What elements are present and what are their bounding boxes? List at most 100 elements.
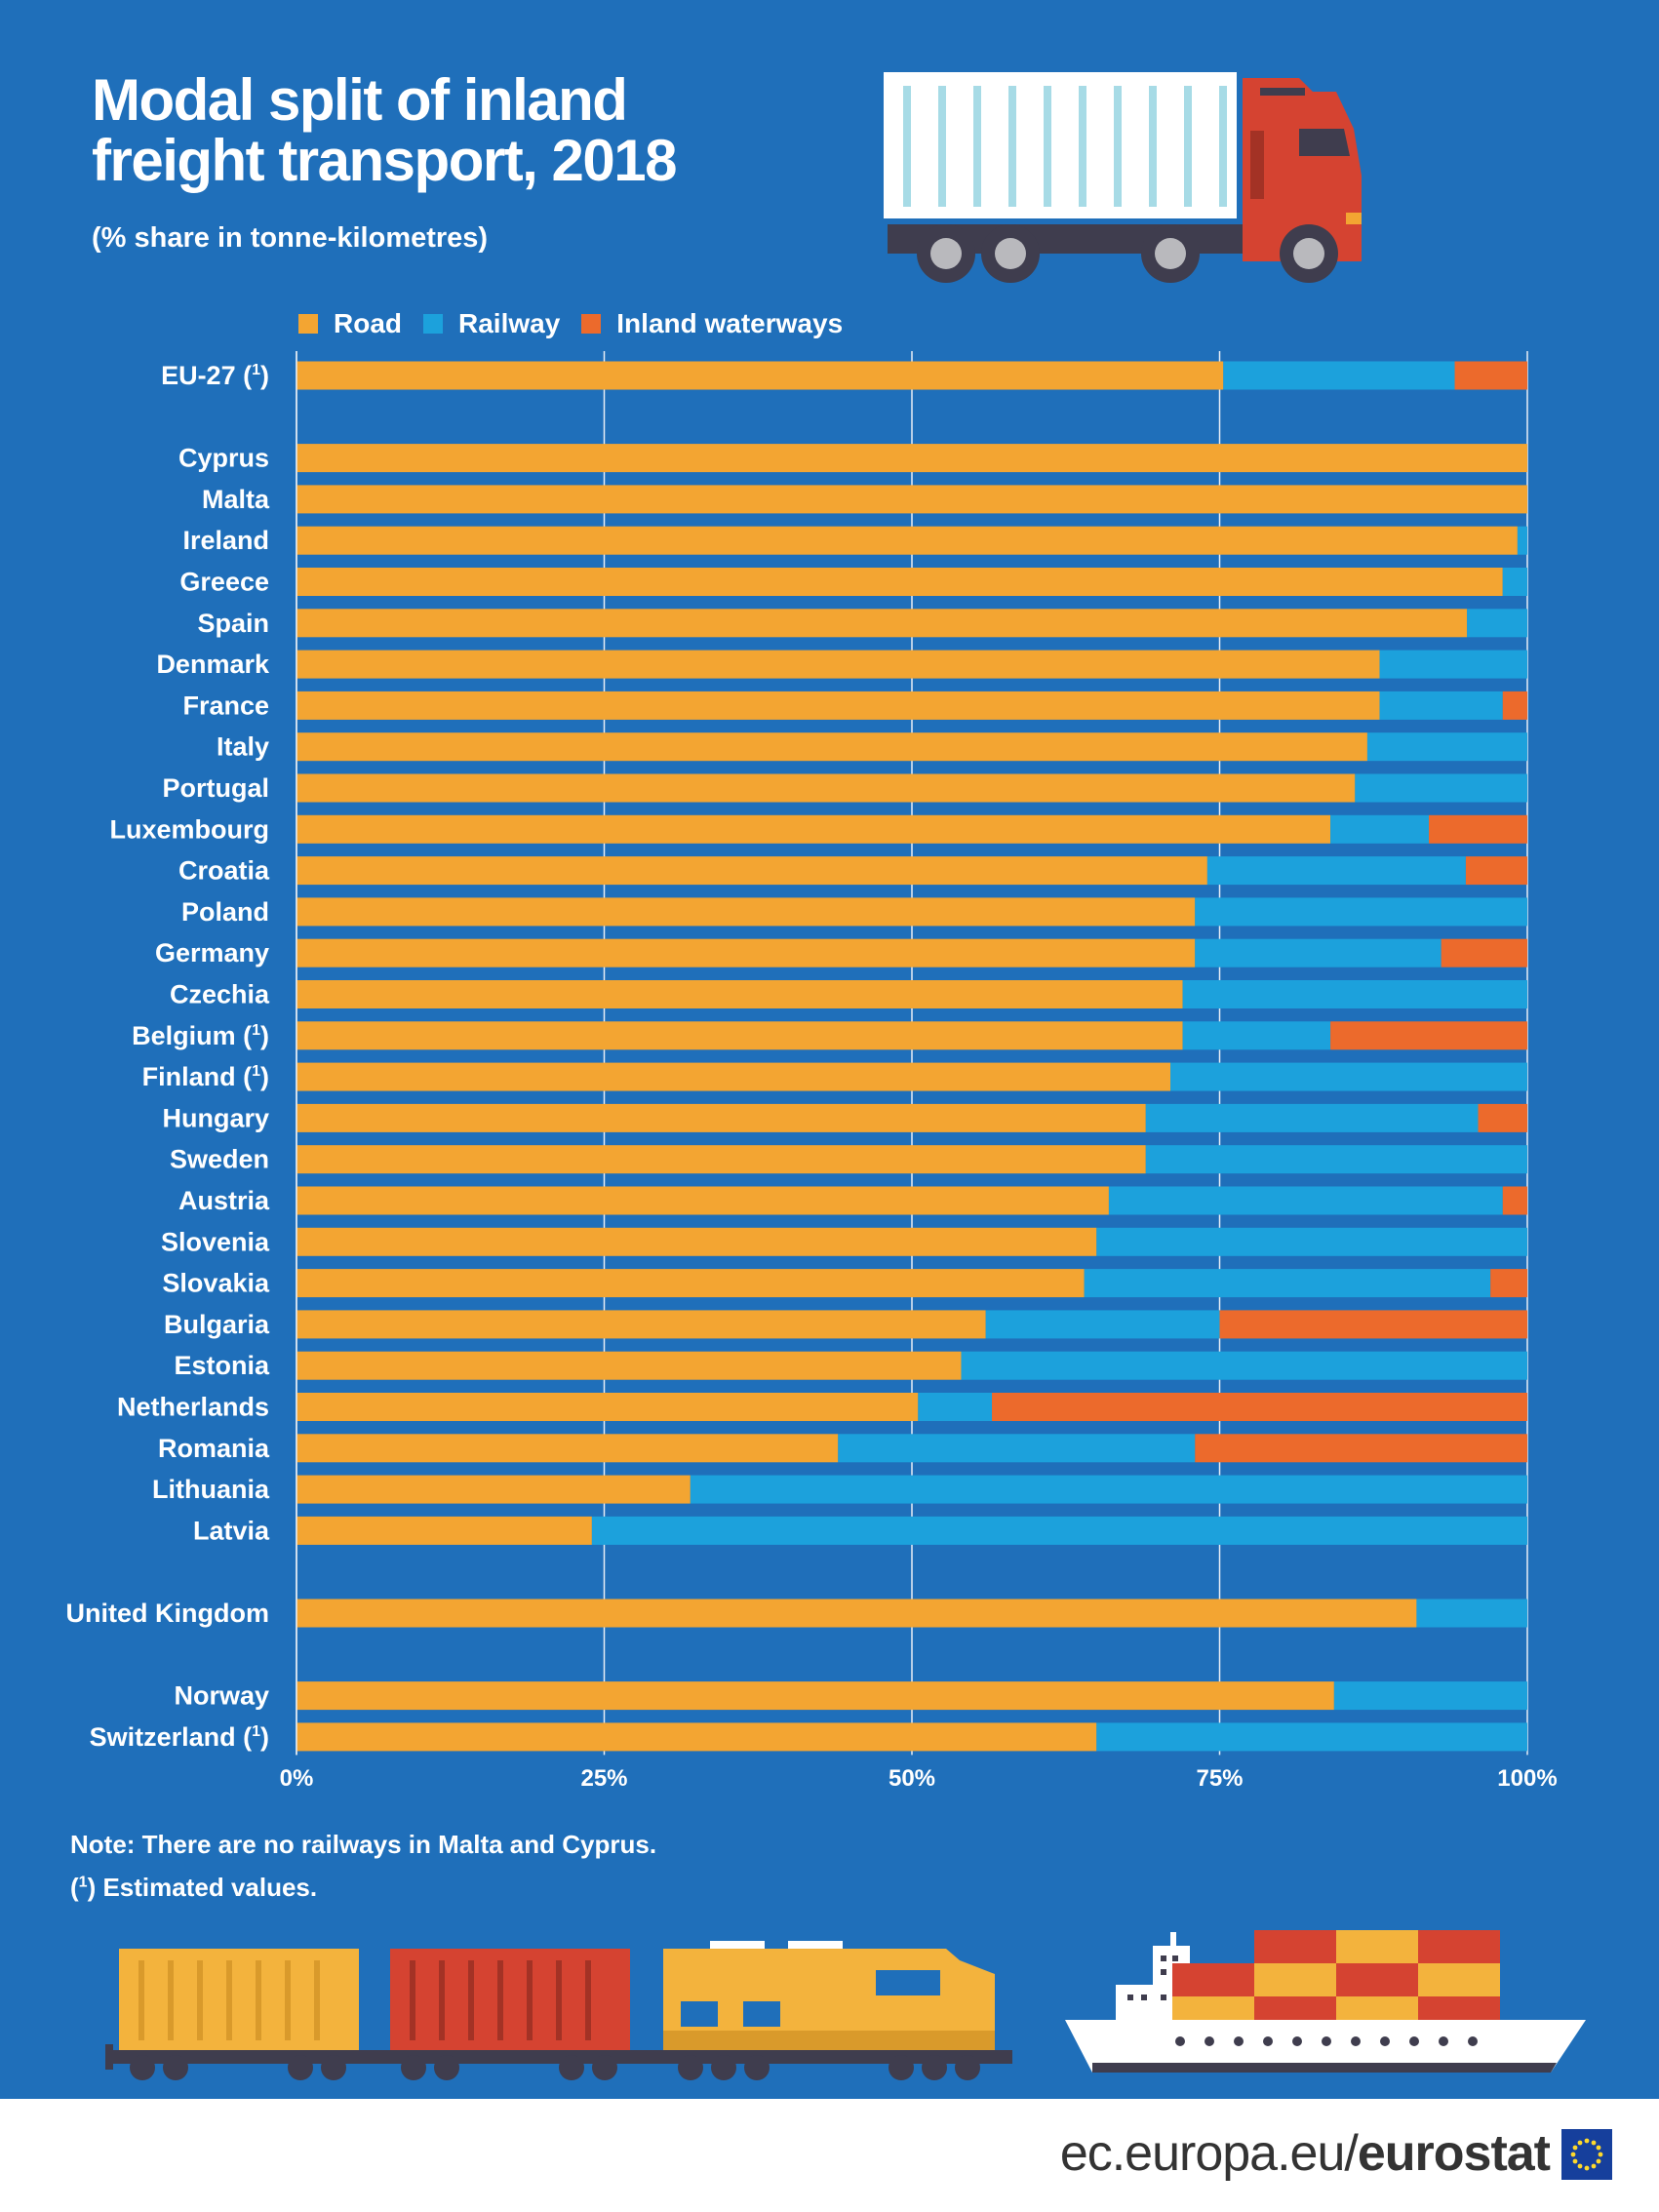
bar-waterways — [1502, 691, 1527, 720]
train-icon — [105, 1941, 1012, 2080]
bar-road — [296, 1681, 1334, 1711]
bar-waterways — [1454, 361, 1527, 390]
bar-road — [296, 1145, 1146, 1174]
category-label: Switzerland (1) — [90, 1722, 269, 1752]
legend-road-label: Road — [334, 308, 402, 338]
bar-waterways — [1502, 1186, 1527, 1215]
bar-road — [296, 361, 1224, 390]
bar-railway — [985, 1310, 1220, 1339]
bar-road — [296, 691, 1380, 720]
legend-railway-swatch — [423, 314, 443, 334]
x-tick-label: 100% — [1497, 1765, 1557, 1792]
bar-railway — [1502, 568, 1527, 596]
modal-split-bar-chart: 0% 25% 50% 75% 100% EU-27 (1) Cyprus Malta Irela… — [66, 351, 1558, 1792]
bar-waterways — [1219, 1310, 1527, 1339]
bar-road — [296, 856, 1207, 886]
x-tick-label: 0% — [280, 1765, 314, 1792]
category-label: EU-27 (1) — [161, 361, 269, 390]
bar-railway — [1333, 1681, 1527, 1711]
bar-waterways — [992, 1393, 1527, 1421]
note-estimated-text: ) Estimated values. — [87, 1873, 318, 1902]
bar-railway — [1145, 1145, 1527, 1174]
bar-railway — [1206, 856, 1466, 886]
category-label: Luxembourg — [109, 814, 269, 844]
ship-icon — [1065, 1930, 1586, 2073]
bar-road — [296, 897, 1196, 927]
legend-road: Road — [298, 308, 402, 339]
note-estimated-marker: 1 — [78, 1874, 88, 1891]
legend-waterways-swatch — [581, 314, 602, 334]
bar-railway — [690, 1475, 1527, 1504]
bar-road — [296, 485, 1527, 514]
bar-road — [296, 1186, 1109, 1215]
legend-waterways-label: Inland waterways — [616, 308, 844, 338]
chart-title: Modal split of inland freight transport,… — [92, 70, 678, 193]
category-label: Sweden — [170, 1145, 269, 1174]
category-label: Netherlands — [117, 1393, 269, 1422]
bar-road — [296, 938, 1196, 968]
bar-railway — [1195, 897, 1527, 927]
category-label: Lithuania — [152, 1475, 270, 1504]
bar-railway — [1145, 1103, 1479, 1132]
bar-railway — [1467, 609, 1527, 638]
eurostat-brand-link[interactable]: ec.europa.eu/eurostat — [1059, 2124, 1551, 2183]
bar-road — [296, 609, 1468, 638]
bar-railway — [838, 1434, 1196, 1463]
bar-road — [296, 1310, 986, 1339]
category-label: Slovenia — [161, 1227, 270, 1256]
bar-railway — [918, 1393, 993, 1421]
bar-road — [296, 1434, 839, 1463]
bar-road — [296, 444, 1527, 473]
category-label: France — [182, 691, 269, 720]
truck-icon — [884, 72, 1362, 283]
category-label: Latvia — [193, 1516, 270, 1545]
category-label: Portugal — [162, 773, 269, 803]
bar-railway — [1517, 526, 1527, 555]
category-label: Romania — [158, 1434, 270, 1463]
category-label: Norway — [174, 1681, 269, 1711]
title-line-2: freight transport, 2018 — [92, 128, 678, 193]
bar-road — [296, 1722, 1097, 1752]
category-label: Finland (1) — [142, 1062, 269, 1091]
bar-railway — [1108, 1186, 1503, 1215]
bar-railway — [1182, 980, 1527, 1008]
bar-waterways — [1330, 1021, 1527, 1050]
category-label: Denmark — [156, 650, 270, 679]
bar-waterways — [1195, 1434, 1527, 1463]
x-tick-label: 25% — [580, 1765, 627, 1792]
category-label: Bulgaria — [164, 1310, 270, 1339]
bar-road — [296, 1351, 962, 1380]
bar-road — [296, 1227, 1097, 1256]
bar-railway — [1330, 814, 1430, 844]
bar-waterways — [1429, 814, 1527, 844]
bar-railway — [1355, 773, 1527, 803]
note-estimated-open: ( — [70, 1873, 79, 1902]
chart-legend: Road Railway Inland waterways — [298, 306, 864, 341]
bar-railway — [1366, 732, 1527, 762]
bar-road — [296, 526, 1518, 555]
category-label: Slovakia — [162, 1269, 270, 1298]
bar-road — [296, 1516, 592, 1545]
bar-road — [296, 1475, 691, 1504]
bar-railway — [1096, 1722, 1527, 1752]
bar-waterways — [1441, 938, 1527, 968]
x-tick-label: 75% — [1196, 1765, 1243, 1792]
bar-railway — [1084, 1269, 1491, 1298]
category-label: Cyprus — [178, 444, 269, 473]
bar-railway — [1195, 938, 1442, 968]
bar-road — [296, 650, 1380, 679]
category-label: Malta — [202, 485, 270, 514]
brand-prefix: ec.europa.eu/ — [1059, 2125, 1359, 2182]
bar-waterways — [1465, 856, 1527, 886]
legend-railway-label: Railway — [458, 308, 561, 338]
category-label: Greece — [179, 568, 269, 597]
bar-railway — [1096, 1227, 1527, 1256]
category-label: Estonia — [174, 1351, 270, 1380]
category-label: Croatia — [178, 856, 270, 886]
category-label: Germany — [155, 938, 269, 968]
category-label: Ireland — [182, 526, 269, 555]
bar-road — [296, 814, 1331, 844]
bar-waterways — [1478, 1103, 1527, 1132]
bar-railway — [961, 1351, 1527, 1380]
bar-waterways — [1490, 1269, 1527, 1298]
